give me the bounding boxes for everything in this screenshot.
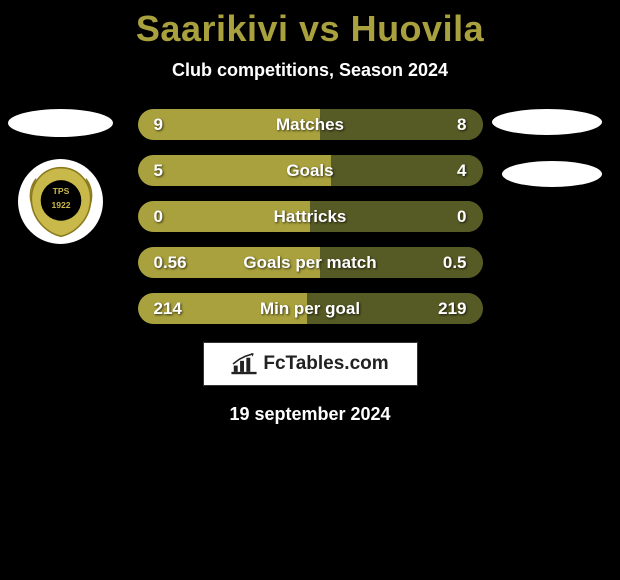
club-badge-icon: TPS 1922 — [22, 163, 100, 241]
stat-row: 0.56Goals per match0.5 — [138, 247, 483, 278]
stat-row: 0Hattricks0 — [138, 201, 483, 232]
brand-text: FcTables.com — [263, 353, 388, 375]
right-column — [492, 109, 602, 187]
stat-label: Goals per match — [204, 253, 417, 273]
club-badge: TPS 1922 — [18, 159, 103, 244]
stat-row: 9Matches8 — [138, 109, 483, 140]
player1-placeholder-icon — [8, 109, 113, 137]
date-text: 19 september 2024 — [0, 404, 620, 425]
stat-row: 5Goals4 — [138, 155, 483, 186]
stat-left-value: 0 — [154, 207, 204, 227]
stat-label: Min per goal — [204, 299, 417, 319]
stat-label: Hattricks — [204, 207, 417, 227]
stat-right-value: 0.5 — [417, 253, 467, 273]
stat-left-value: 5 — [154, 161, 204, 181]
stat-row: 214Min per goal219 — [138, 293, 483, 324]
subtitle: Club competitions, Season 2024 — [0, 60, 620, 81]
page-title: Saarikivi vs Huovila — [0, 0, 620, 50]
club2-placeholder-icon — [502, 161, 602, 187]
svg-text:TPS: TPS — [52, 186, 69, 196]
stat-label: Goals — [204, 161, 417, 181]
stat-left-value: 214 — [154, 299, 204, 319]
player2-placeholder-icon — [492, 109, 602, 135]
stat-right-value: 219 — [417, 299, 467, 319]
comparison-card: Saarikivi vs Huovila Club competitions, … — [0, 0, 620, 580]
stat-left-value: 0.56 — [154, 253, 204, 273]
stat-left-value: 9 — [154, 115, 204, 135]
stat-label: Matches — [204, 115, 417, 135]
left-column: TPS 1922 — [8, 109, 113, 244]
stat-right-value: 8 — [417, 115, 467, 135]
svg-text:1922: 1922 — [51, 200, 70, 210]
chart-icon — [231, 353, 257, 375]
stats-bars: 9Matches8 5Goals4 0Hattricks0 0.56Goals per… — [138, 109, 483, 324]
stat-right-value: 0 — [417, 207, 467, 227]
content: TPS 1922 9Matches8 5Goals4 0Hattricks0 0.56… — [0, 109, 620, 324]
stat-right-value: 4 — [417, 161, 467, 181]
brand-box[interactable]: FcTables.com — [203, 342, 418, 386]
